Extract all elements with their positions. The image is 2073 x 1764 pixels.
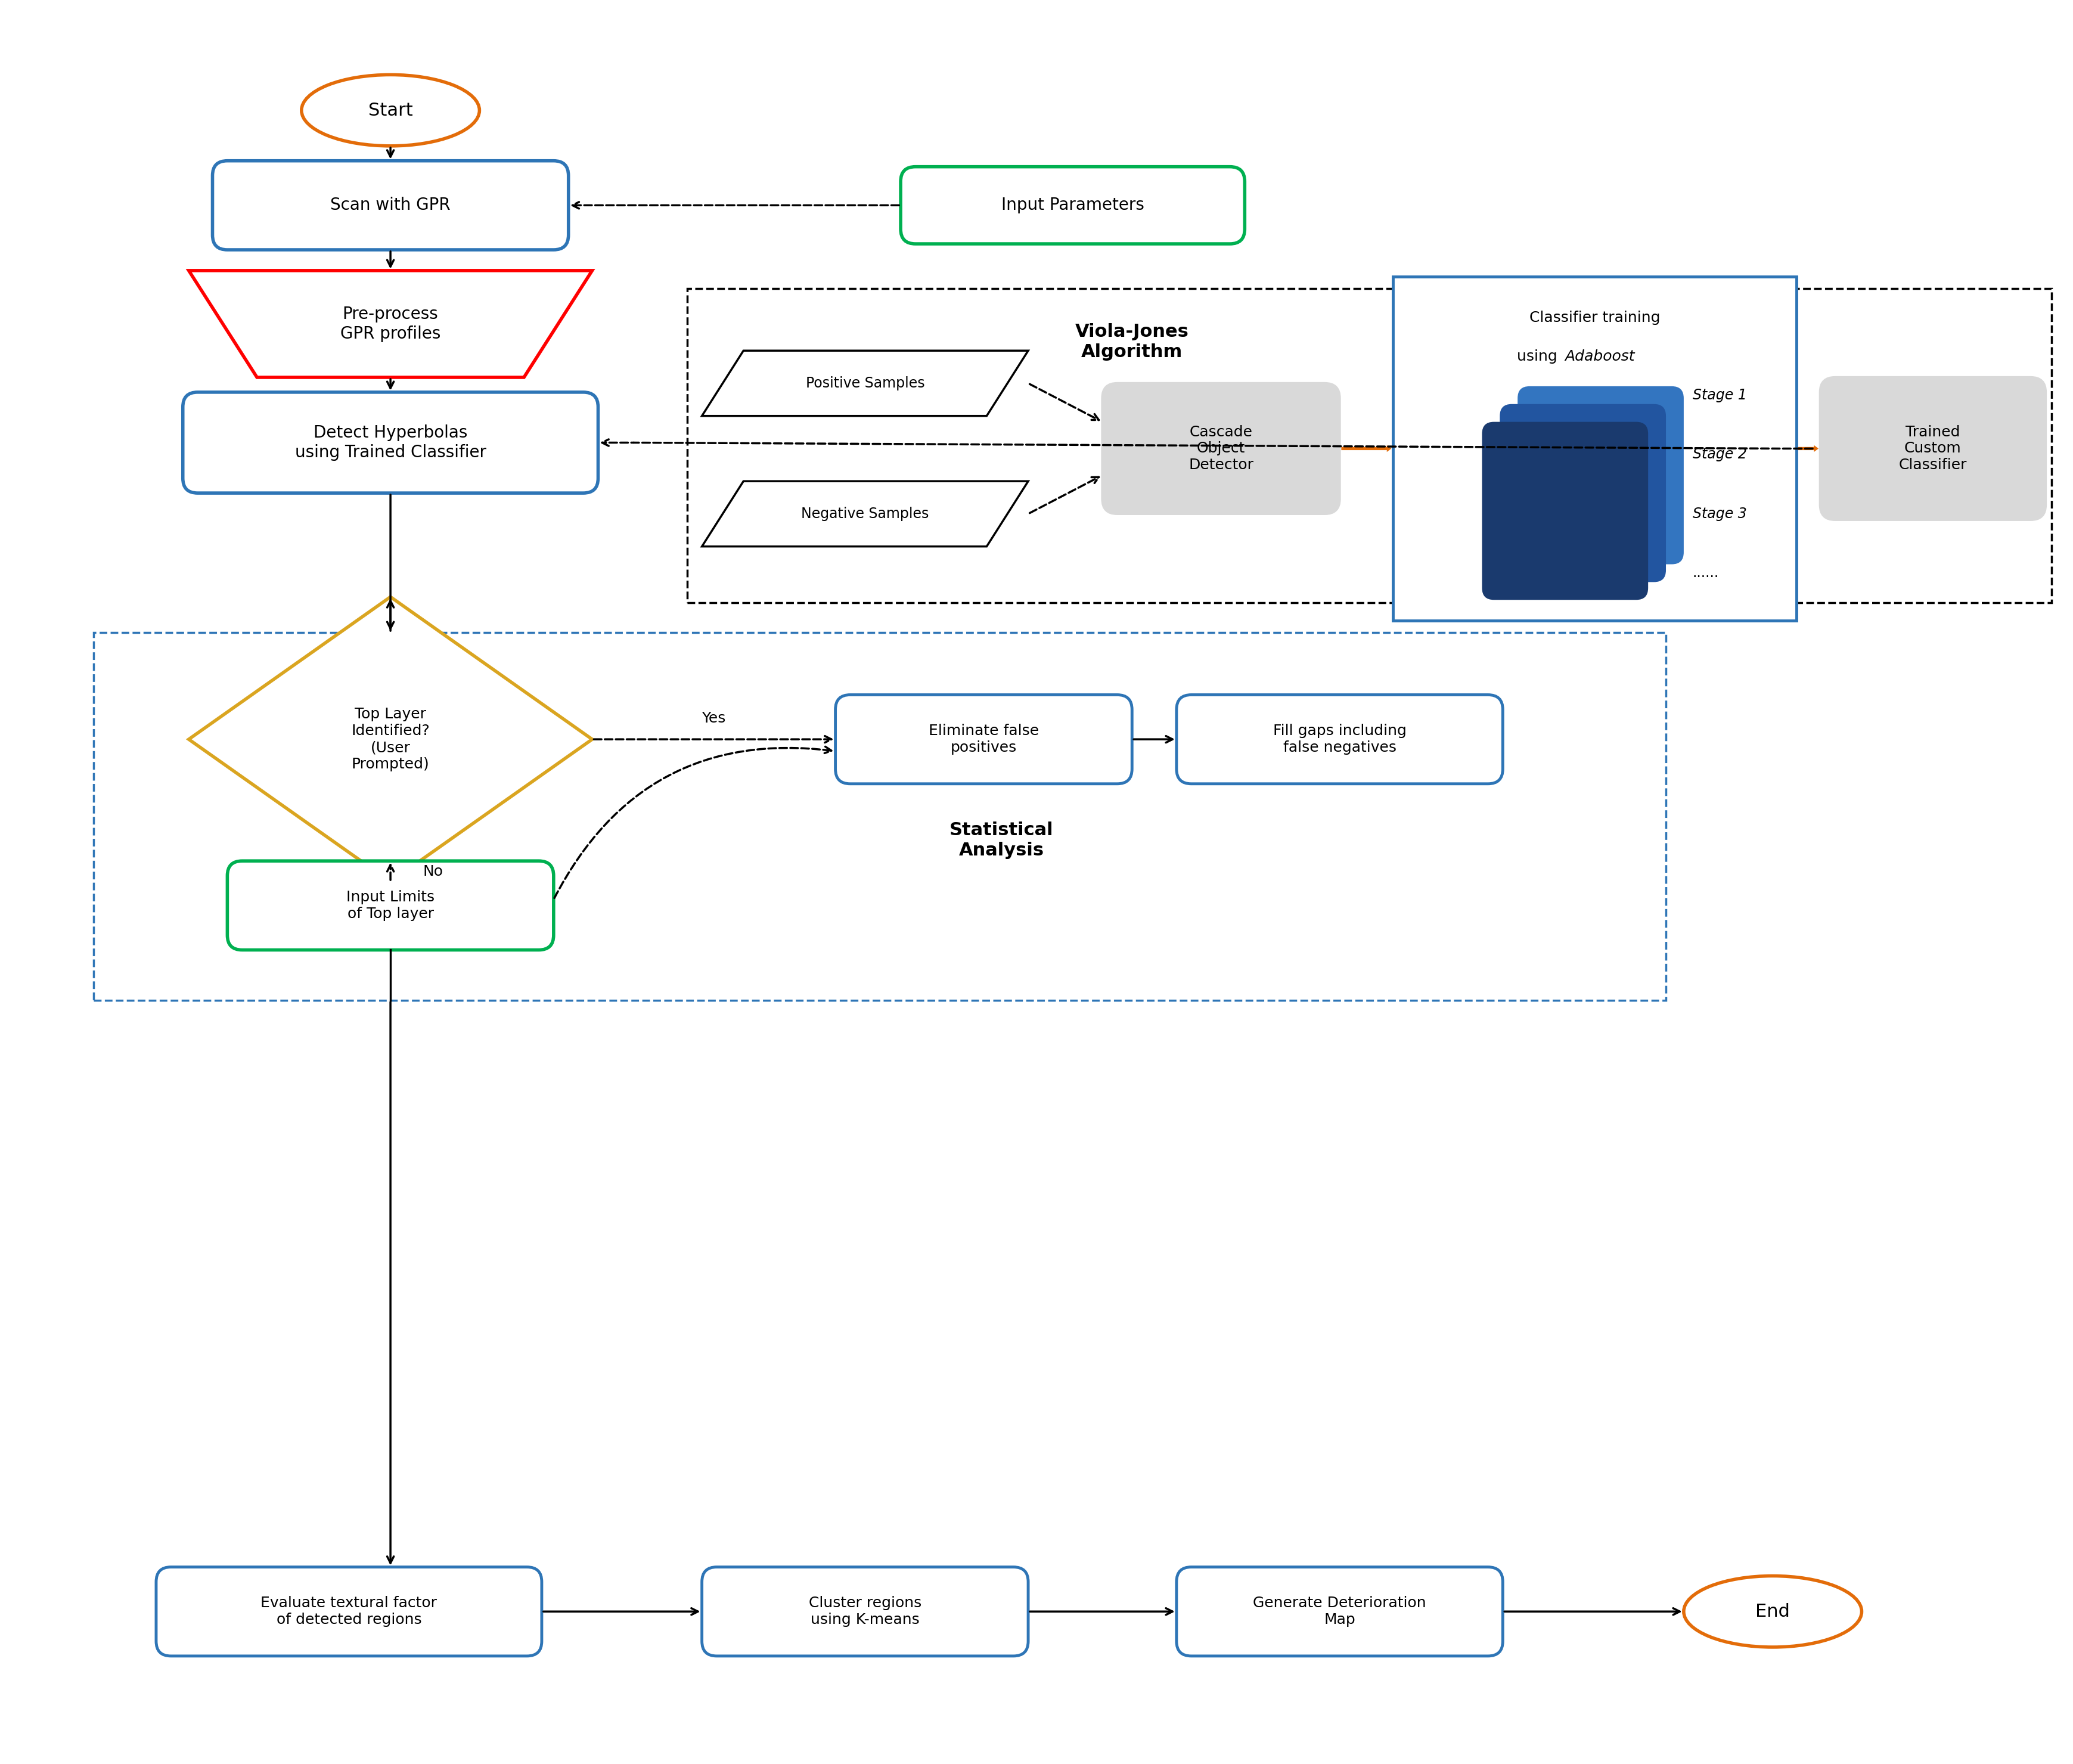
Text: Evaluate textural factor
of detected regions: Evaluate textural factor of detected reg… xyxy=(261,1596,437,1626)
Bar xyxy=(686,288,2052,603)
Polygon shape xyxy=(189,270,593,377)
Text: Input Limits
of Top layer: Input Limits of Top layer xyxy=(346,891,435,921)
Text: Trained
Custom
Classifier: Trained Custom Classifier xyxy=(1899,425,1967,473)
Text: Stage 1: Stage 1 xyxy=(1694,388,1748,402)
Text: Statistical
Analysis: Statistical Analysis xyxy=(949,822,1053,859)
Text: Stage 2: Stage 2 xyxy=(1694,448,1748,462)
Ellipse shape xyxy=(301,74,479,146)
FancyBboxPatch shape xyxy=(214,161,568,250)
Text: Yes: Yes xyxy=(703,711,726,725)
Text: Stage 3: Stage 3 xyxy=(1694,506,1748,520)
Text: Viola-Jones
Algorithm: Viola-Jones Algorithm xyxy=(1076,323,1190,360)
Bar xyxy=(93,633,1667,1000)
FancyBboxPatch shape xyxy=(1177,695,1503,783)
FancyBboxPatch shape xyxy=(1517,386,1683,564)
Text: Negative Samples: Negative Samples xyxy=(800,506,929,520)
Text: End: End xyxy=(1756,1603,1789,1619)
Text: Cascade
Object
Detector: Cascade Object Detector xyxy=(1188,425,1254,473)
Bar xyxy=(1393,277,1797,621)
Text: Scan with GPR: Scan with GPR xyxy=(330,198,450,213)
FancyBboxPatch shape xyxy=(1820,377,2046,520)
Text: Generate Deterioration
Map: Generate Deterioration Map xyxy=(1252,1596,1426,1626)
Text: Adaboost: Adaboost xyxy=(1565,349,1636,363)
FancyBboxPatch shape xyxy=(1501,404,1667,582)
FancyBboxPatch shape xyxy=(1103,383,1339,513)
Text: Input Parameters: Input Parameters xyxy=(1001,198,1144,213)
Text: Positive Samples: Positive Samples xyxy=(806,376,925,390)
Text: Cluster regions
using K-means: Cluster regions using K-means xyxy=(808,1596,922,1626)
Polygon shape xyxy=(703,482,1028,547)
Text: Eliminate false
positives: Eliminate false positives xyxy=(929,723,1039,755)
Text: Start: Start xyxy=(369,102,413,118)
Text: ......: ...... xyxy=(1694,566,1719,580)
Ellipse shape xyxy=(1683,1575,1862,1648)
FancyBboxPatch shape xyxy=(900,168,1244,243)
FancyBboxPatch shape xyxy=(703,1566,1028,1656)
FancyBboxPatch shape xyxy=(182,392,599,494)
Text: using: using xyxy=(1517,349,1563,363)
Text: Classifier training: Classifier training xyxy=(1530,310,1660,325)
FancyBboxPatch shape xyxy=(228,861,553,951)
FancyBboxPatch shape xyxy=(1177,1566,1503,1656)
Text: No: No xyxy=(423,864,444,878)
Text: Top Layer
Identified?
(User
Prompted): Top Layer Identified? (User Prompted) xyxy=(350,707,429,771)
FancyBboxPatch shape xyxy=(835,695,1132,783)
Text: Pre-process
GPR profiles: Pre-process GPR profiles xyxy=(340,305,442,342)
Text: Detect Hyperbolas
using Trained Classifier: Detect Hyperbolas using Trained Classifi… xyxy=(294,425,487,460)
Polygon shape xyxy=(189,596,593,882)
FancyBboxPatch shape xyxy=(1482,422,1648,600)
Polygon shape xyxy=(703,351,1028,416)
FancyBboxPatch shape xyxy=(155,1566,541,1656)
Text: Fill gaps including
false negatives: Fill gaps including false negatives xyxy=(1273,723,1405,755)
